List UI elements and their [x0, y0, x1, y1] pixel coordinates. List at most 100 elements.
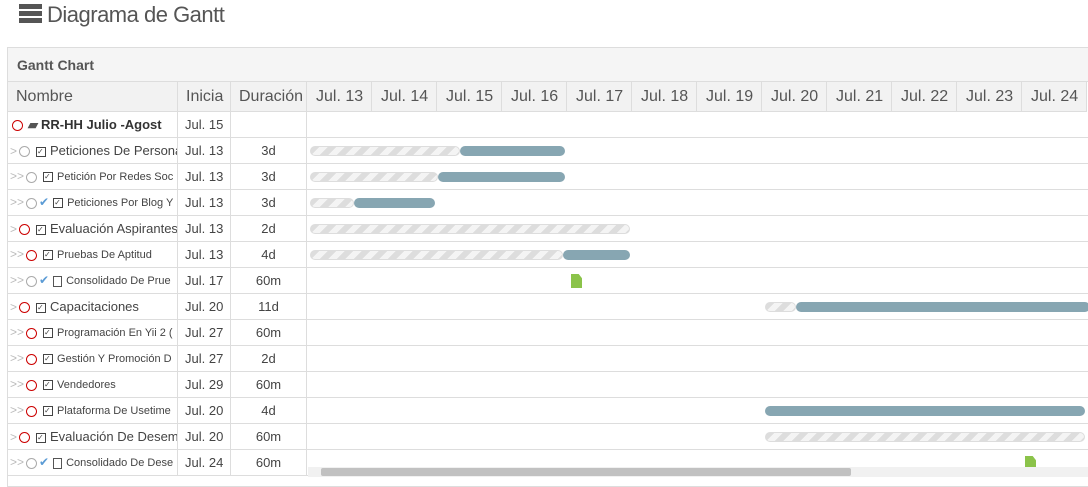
task-bar — [310, 250, 563, 260]
text: 60m — [255, 325, 282, 340]
page-title: Diagrama de Gantt — [47, 2, 225, 27]
text: Jul. 17 — [576, 88, 624, 105]
text: Pruebas De Aptitud — [57, 249, 152, 261]
task-name: >> ✓ Pruebas De Aptitud — [8, 242, 178, 268]
text: Jul. 13 — [185, 143, 224, 158]
task-name: >> ✓ Vendedores — [8, 372, 178, 398]
timeline-row — [307, 424, 1088, 450]
task-bar — [354, 198, 435, 208]
text: Jul. 17 — [185, 273, 224, 288]
task-bar — [310, 224, 630, 234]
text: Evaluación Aspirantes — [50, 221, 178, 236]
task-duration: 2d — [231, 216, 307, 242]
task-start: Jul. 13 — [178, 216, 231, 242]
text: Jul. 27 — [185, 325, 224, 340]
task-duration: 60m — [231, 320, 307, 346]
day-header: Jul. 24 — [1022, 82, 1087, 112]
text: 60m — [255, 455, 282, 470]
text: 60m — [255, 429, 282, 444]
text: Gestión Y Promoción D — [57, 353, 172, 365]
task-name: > ✓ Peticiones De Persona — [8, 138, 178, 164]
task-start: Jul. 17 — [178, 268, 231, 294]
task-start: Jul. 15 — [178, 112, 231, 138]
text: Programación En Yii 2 ( — [57, 327, 173, 339]
day-header: Jul. 18 — [632, 82, 697, 112]
text: Jul. 13 — [185, 169, 224, 184]
text: Jul. 14 — [381, 88, 429, 105]
timeline-row — [307, 372, 1088, 398]
task-name: >> ✓ Gestión Y Promoción D — [8, 346, 178, 372]
task-duration: 2d — [231, 346, 307, 372]
text: Jul. 24 — [1031, 88, 1079, 105]
text: Plataforma De Usetime — [57, 405, 171, 417]
task-start: Jul. 13 — [178, 138, 231, 164]
text: Jul. 13 — [316, 88, 364, 105]
timeline-row — [307, 346, 1088, 372]
day-header: Jul. 19 — [697, 82, 762, 112]
task-duration: 3d — [231, 164, 307, 190]
text: 60m — [255, 273, 282, 288]
task-duration: 4d — [231, 242, 307, 268]
day-header: Jul. 13 — [307, 82, 372, 112]
text: Peticiones Por Blog Y — [67, 197, 174, 209]
day-header: Jul. 23 — [957, 82, 1022, 112]
task-bar — [563, 250, 630, 260]
text: Jul. 22 — [901, 88, 949, 105]
text: 4d — [261, 247, 276, 262]
text: Peticiones De Persona — [50, 143, 178, 158]
task-bar — [310, 146, 460, 156]
task-start: Jul. 20 — [178, 294, 231, 320]
text: 4d — [261, 403, 276, 418]
day-header: Jul. 21 — [827, 82, 892, 112]
file-icon — [1025, 456, 1036, 470]
text: 2d — [261, 351, 276, 366]
file-icon — [571, 274, 582, 288]
text: 60m — [255, 377, 282, 392]
text: 2d — [261, 221, 276, 236]
text: Jul. 13 — [185, 247, 224, 262]
text: Petición Por Redes Soc — [57, 171, 174, 183]
day-header: Jul. 22 — [892, 82, 957, 112]
text: Jul. 20 — [185, 429, 224, 444]
text: Consolidado De Prue — [66, 275, 171, 287]
day-header: Jul. 16 — [502, 82, 567, 112]
task-duration: 4d — [231, 398, 307, 424]
task-name: >> ✔ ✓ Peticiones Por Blog Y — [8, 190, 178, 216]
column-header: Nombre — [8, 82, 178, 112]
text: 3d — [261, 143, 276, 158]
text: Jul. 24 — [185, 455, 224, 470]
task-name: > ✓ Evaluación Aspirantes — [8, 216, 178, 242]
task-duration: 60m — [231, 450, 307, 476]
text: Capacitaciones — [50, 299, 139, 314]
timeline-row — [307, 242, 1088, 268]
text: Jul. 20 — [185, 403, 224, 418]
text: 3d — [261, 169, 276, 184]
column-header: Duración — [231, 82, 307, 112]
timeline-row — [307, 398, 1088, 424]
text: RR-HH Julio -Agost — [41, 117, 162, 132]
task-bar — [765, 432, 1085, 442]
task-name: ▰ RR-HH Julio -Agost — [8, 112, 178, 138]
task-name: >> ✔ Consolidado De Dese — [8, 450, 178, 476]
day-header: Jul. 17 — [567, 82, 632, 112]
day-header: Jul. 14 — [372, 82, 437, 112]
task-bar — [438, 172, 565, 182]
task-name: >> ✓ Programación En Yii 2 ( — [8, 320, 178, 346]
task-duration — [231, 112, 307, 138]
task-duration: 60m — [231, 424, 307, 450]
scroll-thumb[interactable] — [321, 468, 851, 476]
timeline-row — [307, 138, 1088, 164]
text: Jul. 19 — [706, 88, 754, 105]
text: Consolidado De Dese — [66, 457, 174, 469]
text: Jul. 29 — [185, 377, 224, 392]
scrollbar[interactable] — [308, 467, 1088, 477]
text: Jul. 23 — [966, 88, 1014, 105]
panel-title: Gantt Chart — [8, 48, 1088, 82]
task-bar — [310, 172, 438, 182]
text: Jul. 20 — [771, 88, 819, 105]
task-bar — [765, 406, 1085, 416]
task-start: Jul. 27 — [178, 346, 231, 372]
day-header: Jul. 15 — [437, 82, 502, 112]
task-start: Jul. 24 — [178, 450, 231, 476]
timeline-row — [307, 294, 1088, 320]
